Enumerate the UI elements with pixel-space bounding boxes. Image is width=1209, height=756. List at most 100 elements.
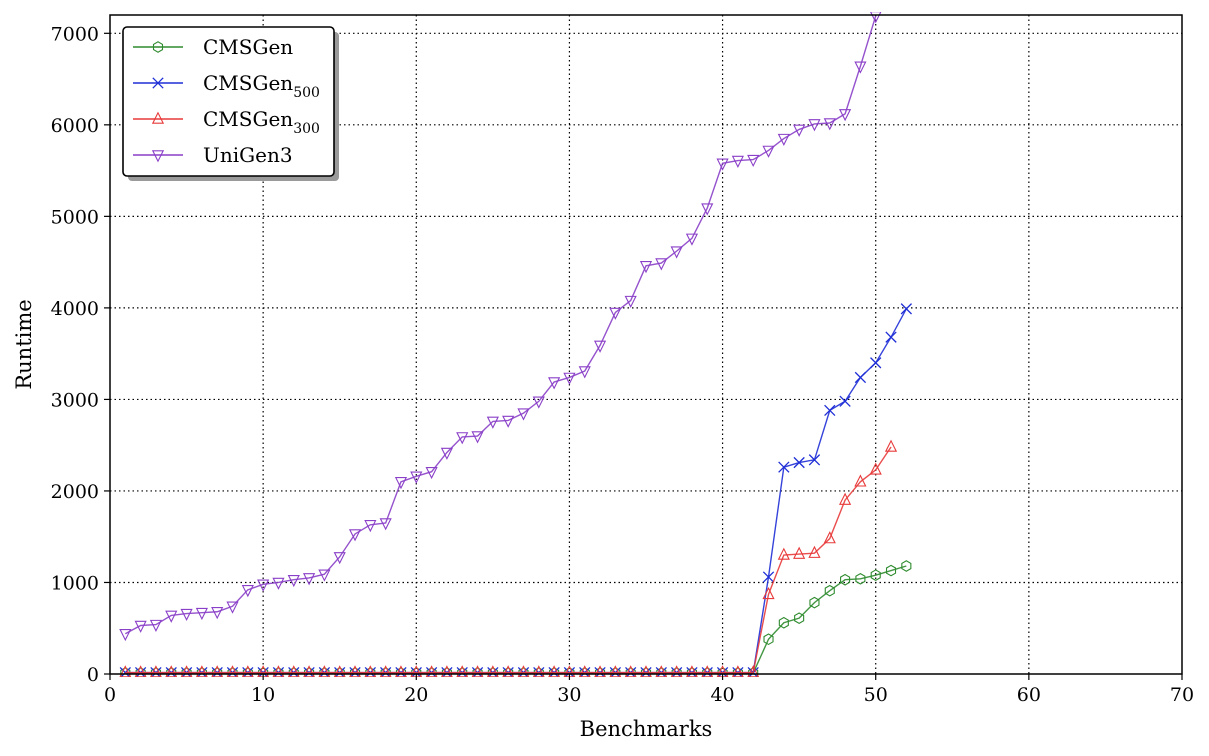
y-tick-label: 1000 <box>51 572 99 594</box>
data-point <box>134 620 147 633</box>
ticks: 0 10 20 30 40 50 60 70 0 1000 2000 3000 4000 5000 6000… <box>51 23 1194 706</box>
data-point <box>365 667 376 677</box>
series-layer <box>119 12 913 677</box>
data-point <box>486 665 499 677</box>
data-point <box>609 307 622 320</box>
data-point <box>731 665 744 677</box>
data-point <box>226 601 239 614</box>
data-point <box>793 124 806 137</box>
data-point <box>823 531 836 544</box>
data-point <box>549 667 560 677</box>
data-point <box>885 331 897 343</box>
x-tick-label: 40 <box>710 684 734 706</box>
data-point <box>395 665 407 677</box>
legend-entry: CMSGen <box>133 35 293 59</box>
data-point <box>640 665 652 677</box>
data-point <box>165 610 178 623</box>
x-axis-label: Benchmarks <box>580 717 713 741</box>
data-point <box>441 665 453 677</box>
data-point <box>624 665 637 677</box>
data-point <box>763 633 774 646</box>
series-line <box>125 446 892 674</box>
data-point <box>226 665 239 677</box>
y-axis-label: Runtime <box>12 299 36 389</box>
data-point <box>258 667 269 677</box>
data-point <box>701 665 714 677</box>
data-point <box>838 109 852 122</box>
data-point <box>288 667 299 677</box>
series-unigen3 <box>119 12 882 642</box>
data-point <box>211 665 224 677</box>
data-point <box>884 439 898 452</box>
data-point <box>411 667 422 677</box>
data-point <box>503 667 514 677</box>
data-point <box>686 665 698 677</box>
legend-box <box>122 26 335 177</box>
data-point <box>410 471 423 484</box>
data-point <box>854 371 867 384</box>
data-point <box>425 466 438 480</box>
data-point <box>578 665 591 677</box>
data-point <box>241 665 254 677</box>
data-point <box>778 616 789 629</box>
data-point <box>518 667 529 677</box>
data-point <box>762 571 775 583</box>
y-tick-label: 5000 <box>51 206 99 228</box>
data-point <box>870 12 882 24</box>
data-point <box>610 667 621 677</box>
y-tick-label: 6000 <box>51 115 99 137</box>
data-point <box>304 667 315 677</box>
data-point <box>379 665 392 677</box>
data-point <box>656 667 667 677</box>
x-tick-label: 70 <box>1170 684 1194 706</box>
y-tick-label: 2000 <box>51 481 99 503</box>
legend-label-base: CMSGen <box>203 71 293 95</box>
data-point <box>716 158 729 171</box>
data-point <box>302 573 316 586</box>
data-point <box>349 665 361 677</box>
data-point <box>838 492 852 505</box>
data-point <box>502 665 515 677</box>
data-point <box>242 667 253 677</box>
data-point <box>180 665 193 677</box>
data-point <box>517 665 530 677</box>
data-point <box>379 518 392 531</box>
data-point <box>901 560 912 572</box>
legend-label: CMSGen300 <box>203 107 320 137</box>
data-point <box>885 564 897 577</box>
data-point <box>793 456 805 469</box>
data-point <box>808 454 821 466</box>
data-point <box>701 203 714 216</box>
data-point <box>548 377 561 390</box>
data-point <box>319 667 330 677</box>
legend-label-subscript: 300 <box>293 121 320 137</box>
data-point <box>808 119 821 132</box>
data-point <box>257 579 270 592</box>
data-point <box>777 547 790 560</box>
data-point <box>195 665 208 677</box>
data-point <box>318 569 331 582</box>
data-point <box>517 408 530 421</box>
data-point <box>762 145 775 158</box>
data-point <box>808 545 821 558</box>
legend-label-base: UniGen3 <box>203 143 293 167</box>
data-point <box>195 607 208 621</box>
data-point <box>855 572 866 585</box>
data-point <box>333 552 346 565</box>
y-tick-label: 3000 <box>51 389 99 411</box>
data-point <box>778 461 790 473</box>
data-point <box>609 665 622 677</box>
data-point <box>471 431 484 444</box>
data-point <box>150 667 161 677</box>
data-point <box>563 372 576 385</box>
legend-label: CMSGen500 <box>203 71 320 101</box>
data-point <box>777 133 790 146</box>
data-point <box>441 667 452 677</box>
data-point <box>425 665 438 677</box>
data-point <box>456 432 469 445</box>
data-point <box>348 529 362 542</box>
data-point <box>364 665 377 677</box>
legend-label-base: CMSGen <box>203 107 293 131</box>
data-point <box>624 295 637 308</box>
